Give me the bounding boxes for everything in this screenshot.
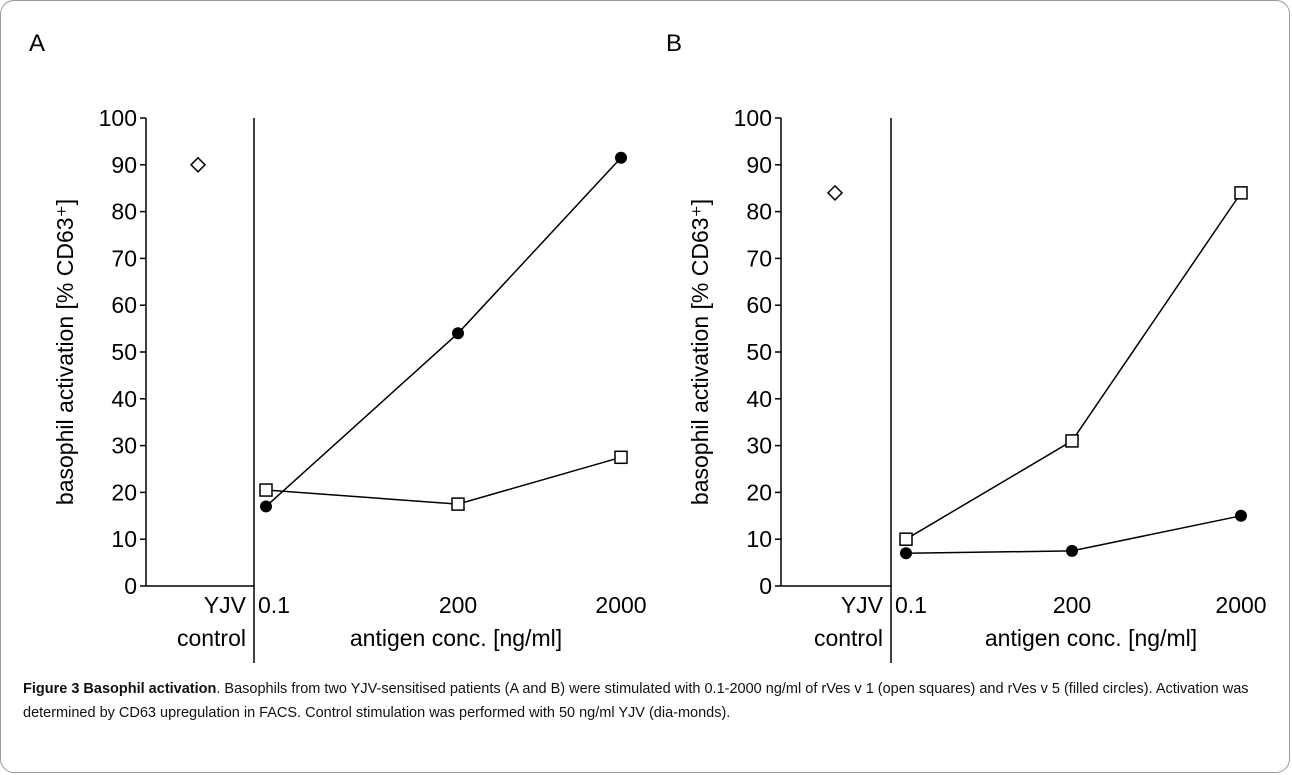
y-tick-label: 0 (759, 573, 772, 599)
control-diamond (826, 184, 844, 201)
caption: Figure 3 Basophil activation. Basophils … (23, 677, 1273, 725)
caption-text: . Basophils from two YJV-sensitised pati… (23, 681, 1249, 721)
circle-marker (260, 500, 272, 513)
x-tick-label: 0.1 (895, 592, 927, 618)
y-tick-label: 60 (111, 292, 137, 318)
square-marker (899, 532, 913, 546)
control-label: control (814, 625, 883, 651)
x-tick-label: 0.1 (258, 592, 290, 618)
x-tick-label: 2000 (1215, 592, 1266, 618)
square-marker (1065, 434, 1079, 448)
y-tick-label: 30 (111, 433, 137, 459)
square-marker (614, 450, 628, 465)
y-tick-label: 100 (734, 105, 772, 131)
y-tick-label: 90 (111, 152, 137, 178)
series-line (265, 456, 622, 505)
square-marker (259, 483, 273, 497)
circle-marker (1235, 509, 1247, 522)
y-axis-label: basophil activation [% CD63⁺] (687, 199, 713, 505)
square-marker (1234, 186, 1248, 200)
x-tick-label: 200 (1053, 592, 1091, 618)
y-tick-label: 20 (746, 479, 772, 505)
control-label: YJV (204, 592, 247, 618)
y-tick-label: 0 (124, 573, 137, 599)
y-tick-label: 10 (746, 526, 772, 552)
circle-marker (615, 151, 627, 164)
y-tick-label: 70 (111, 245, 137, 271)
circle-marker (452, 327, 464, 340)
y-tick-label: 90 (746, 152, 772, 178)
y-tick-label: 10 (111, 526, 137, 552)
y-tick-label: 70 (746, 245, 772, 271)
control-label: YJV (841, 592, 884, 618)
series-line (265, 157, 622, 507)
x-tick-label: 2000 (595, 592, 646, 618)
circle-marker (900, 547, 912, 560)
caption-title: Figure 3 Basophil activation (23, 681, 217, 697)
panel-label: B (666, 30, 682, 57)
y-tick-label: 50 (111, 339, 137, 365)
y-axis-label: basophil activation [% CD63⁺] (52, 199, 78, 505)
y-tick-label: 50 (746, 339, 772, 365)
y-tick-label: 60 (746, 292, 772, 318)
y-tick-label: 80 (111, 199, 137, 225)
y-tick-label: 100 (99, 105, 137, 131)
y-tick-label: 40 (746, 386, 772, 412)
control-label: control (177, 625, 246, 651)
panel-label: A (29, 30, 45, 57)
y-tick-label: 20 (111, 479, 137, 505)
control-diamond (189, 156, 207, 173)
y-tick-label: 40 (111, 386, 137, 412)
x-axis-label: antigen conc. [ng/ml] (985, 625, 1197, 651)
y-tick-label: 30 (746, 433, 772, 459)
square-marker (451, 497, 465, 511)
x-axis-label: antigen conc. [ng/ml] (350, 625, 562, 651)
series-line (905, 192, 1242, 540)
circle-marker (1066, 544, 1078, 557)
x-tick-label: 200 (439, 592, 477, 618)
y-tick-label: 80 (746, 199, 772, 225)
